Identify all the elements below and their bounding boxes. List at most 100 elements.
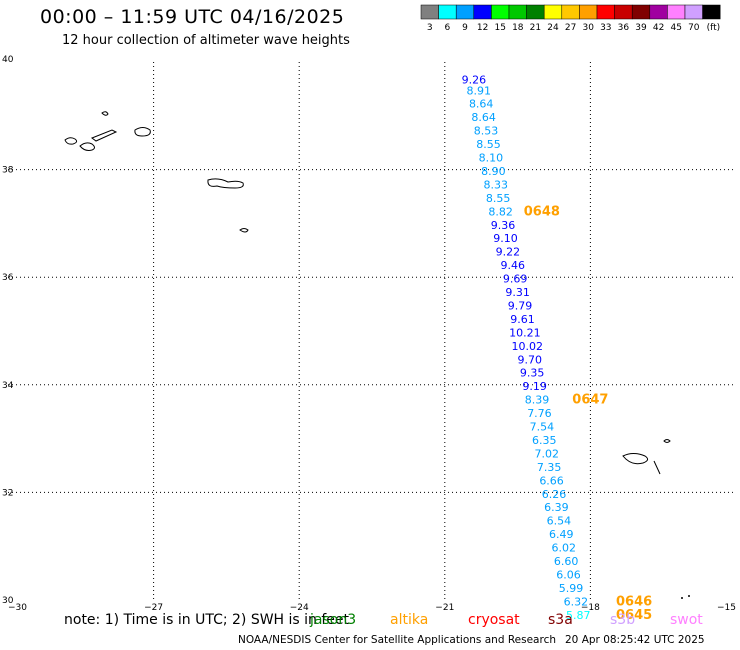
- color-scale-label: 36: [618, 23, 630, 33]
- color-swatch: [420, 4, 439, 20]
- satellite-legend-s3b: s3b: [610, 612, 636, 628]
- wave-height-value: 8.82: [488, 205, 513, 218]
- island-outline: [64, 137, 78, 145]
- island-outline: [653, 460, 661, 475]
- wave-height-track: 9.268.918.648.648.538.558.108.908.338.55…: [462, 74, 591, 622]
- x-tick-label: −30: [8, 603, 27, 613]
- wave-height-value: 10.21: [509, 326, 541, 339]
- pass-time-label: 0646: [616, 594, 652, 609]
- coastlines: [64, 111, 690, 599]
- wave-height-value: 9.31: [505, 286, 530, 299]
- island-outline: [101, 111, 109, 116]
- wave-height-value: 8.33: [484, 178, 509, 191]
- color-scale-label: 3: [427, 23, 433, 33]
- color-swatch: [526, 4, 545, 20]
- pass-time-label: 0647: [572, 393, 608, 408]
- footer-credit: NOAA/NESDIS Center for Satellite Applica…: [238, 634, 556, 646]
- color-scale-label: 12: [477, 23, 488, 33]
- wave-height-value: 8.90: [481, 165, 506, 178]
- wave-height-value: 6.66: [539, 474, 564, 487]
- color-scale-label: 42: [653, 23, 664, 33]
- color-swatch: [596, 4, 615, 20]
- wave-height-value: 9.46: [500, 259, 525, 272]
- color-swatch: [543, 4, 563, 20]
- color-scale-label: 15: [494, 23, 505, 33]
- color-scale-label: 21: [530, 23, 541, 33]
- wave-height-value: 8.64: [471, 111, 496, 124]
- color-swatch: [491, 4, 510, 20]
- pass-time-label: 0648: [524, 204, 560, 219]
- color-scale-label: 70: [688, 23, 700, 33]
- wave-height-value: 9.26: [462, 74, 487, 87]
- wave-height-value: 7.76: [527, 407, 552, 420]
- x-tick-label: −15: [717, 603, 736, 613]
- color-scale-label: 6: [445, 23, 451, 33]
- x-tick-label: −21: [435, 603, 454, 613]
- satellite-legend-jason3: jason3: [310, 612, 357, 628]
- wave-height-value: 10.02: [512, 340, 544, 353]
- color-swatch: [579, 4, 598, 20]
- wave-height-value: 7.35: [537, 461, 562, 474]
- satellite-legend-s3a: s3a: [548, 612, 573, 628]
- color-swatch: [473, 4, 492, 20]
- x-tick-label: −24: [290, 603, 309, 613]
- wave-height-value: 5.99: [559, 582, 584, 595]
- color-swatch: [561, 4, 580, 20]
- color-scale-label: 9: [462, 23, 468, 33]
- footer-timestamp: 20 Apr 08:25:42 UTC 2025: [565, 634, 705, 646]
- island-outline: [663, 439, 671, 443]
- island-outline: [79, 142, 95, 151]
- wave-height-value: 9.36: [491, 219, 516, 232]
- wave-height-value: 6.39: [544, 501, 569, 514]
- wave-height-value: 6.49: [549, 528, 574, 541]
- wave-height-value: 8.53: [474, 125, 499, 138]
- x-tick-label: −18: [581, 603, 600, 613]
- color-swatch: [631, 4, 651, 20]
- color-scale-label: 45: [670, 23, 681, 33]
- island-outline: [239, 228, 249, 233]
- satellite-legend-swot: swot: [670, 612, 703, 628]
- y-tick-label: 38: [2, 166, 14, 176]
- color-swatch: [438, 4, 457, 20]
- wave-height-value: 8.39: [525, 394, 550, 407]
- color-scale-label: 24: [547, 23, 559, 33]
- wave-height-value: 9.19: [522, 380, 547, 393]
- island-outline: [134, 127, 151, 137]
- color-swatch: [702, 4, 721, 20]
- color-swatch: [667, 4, 686, 20]
- color-scale-label: 33: [600, 23, 611, 33]
- wave-height-value: 6.02: [551, 542, 576, 555]
- color-scale-label: 39: [635, 23, 647, 33]
- island-outline: [207, 178, 244, 189]
- wave-height-value: 6.26: [542, 488, 567, 501]
- island-dot: [688, 595, 690, 597]
- y-tick-label: 30: [2, 596, 14, 606]
- wave-height-value: 8.55: [486, 192, 511, 205]
- wave-height-value: 6.06: [556, 568, 581, 581]
- color-swatch: [614, 4, 633, 20]
- color-swatch: [508, 4, 527, 20]
- wave-height-value: 7.02: [534, 447, 559, 460]
- y-tick-label: 34: [2, 381, 14, 391]
- wave-height-value: 9.35: [520, 367, 545, 380]
- island-outline: [90, 129, 118, 142]
- wave-height-value: 9.10: [493, 232, 518, 245]
- wave-height-value: 9.79: [508, 299, 533, 312]
- pass-time-label: 0645: [616, 608, 652, 623]
- wave-height-value: 9.70: [517, 353, 542, 366]
- island-dot: [681, 597, 683, 599]
- wave-height-value: 8.10: [479, 152, 504, 165]
- satellite-legend-cryosat: cryosat: [468, 612, 520, 628]
- wave-height-value: 5.87: [566, 609, 591, 622]
- color-scale-label: 30: [582, 23, 594, 33]
- wave-height-value: 8.64: [469, 98, 494, 111]
- chart-subtitle: 12 hour collection of altimeter wave hei…: [62, 33, 350, 48]
- wave-height-value: 6.60: [554, 555, 579, 568]
- color-swatch: [684, 4, 703, 20]
- color-scale-label: (ft): [707, 23, 721, 33]
- wave-height-value: 6.54: [547, 515, 572, 528]
- wave-height-value: 9.22: [496, 246, 521, 259]
- chart-title: 00:00 – 11:59 UTC 04/16/2025: [40, 6, 345, 28]
